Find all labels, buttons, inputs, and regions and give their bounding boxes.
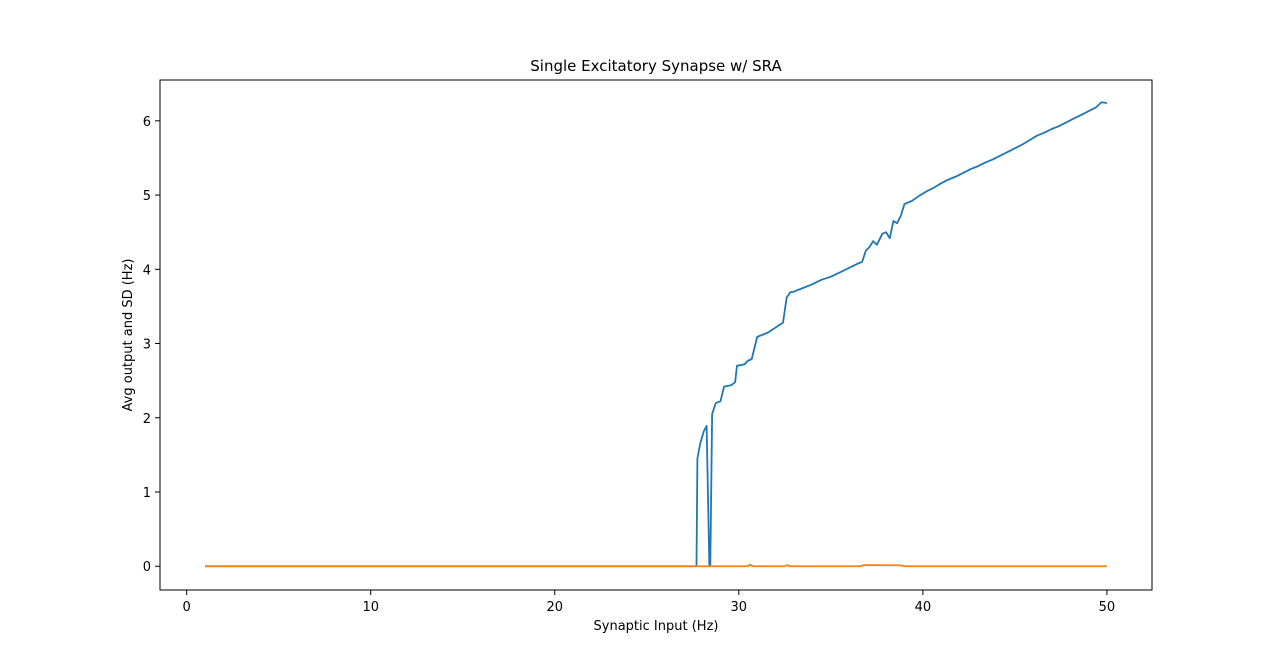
series-layer [205, 101, 1108, 568]
y-tick-label: 0 [143, 560, 151, 575]
plot-frame [159, 79, 1153, 591]
x-tick-label: 40 [915, 600, 932, 615]
plot-area [159, 79, 1153, 591]
chart-title: Single Excitatory Synapse w/ SRA [530, 57, 782, 75]
y-tick-label: 1 [143, 486, 151, 501]
series-line-2 [205, 563, 1107, 568]
y-tick-label: 2 [143, 412, 151, 427]
y-tick-label: 3 [143, 338, 151, 353]
series-line-1 [205, 101, 1108, 568]
x-tick-label: 0 [183, 600, 191, 615]
x-tick-label: 30 [731, 600, 748, 615]
y-axis: 0 1 2 3 4 5 6 [143, 115, 160, 575]
x-axis-label: Synaptic Input (Hz) [594, 619, 719, 634]
x-tick-label: 50 [1099, 600, 1116, 615]
x-tick-label: 20 [547, 600, 564, 615]
y-tick-label: 4 [143, 263, 151, 278]
y-tick-label: 6 [143, 115, 151, 130]
x-tick-label: 10 [362, 600, 379, 615]
y-tick-label: 5 [143, 189, 151, 204]
y-axis-label: Avg output and SD (Hz) [121, 259, 136, 412]
x-axis: 0 10 20 30 40 50 [183, 590, 1116, 615]
